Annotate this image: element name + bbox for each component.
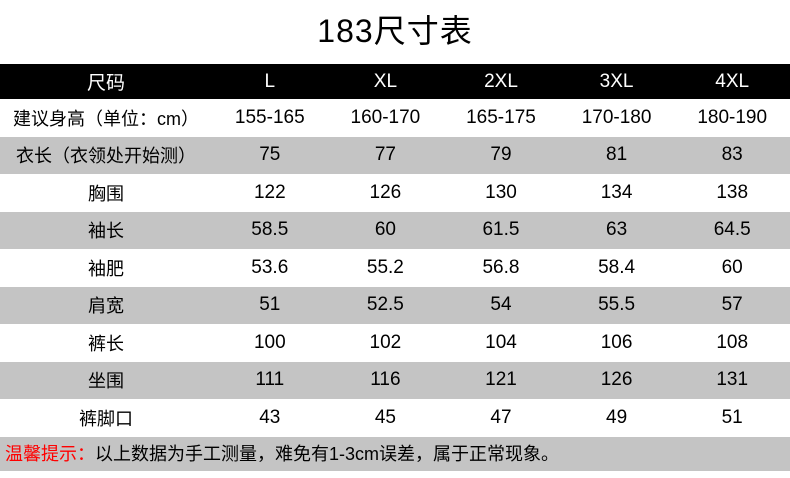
size-cell: 170-180 xyxy=(581,106,652,128)
size-cell: 122 xyxy=(253,181,286,203)
row-label: 胸围 xyxy=(88,183,124,204)
size-cell: 116 xyxy=(370,369,401,391)
size-cell: 81 xyxy=(606,144,628,166)
size-cell: 43 xyxy=(259,406,281,428)
size-cell: 45 xyxy=(374,406,396,428)
row-label: 袖肥 xyxy=(88,258,124,279)
size-table: 尺码 L XL 2XL 3XL 4XL 建议身高（单位：cm） 155-165 160-170… xyxy=(0,64,790,437)
notice-bar: 温馨提示：以上数据为手工测量，难免有1-3cm误差，属于正常现象。 xyxy=(0,436,790,471)
size-cell: 160-170 xyxy=(350,106,421,128)
size-cell: 56.8 xyxy=(482,256,520,278)
size-cell: 60 xyxy=(721,256,743,278)
size-cell: 165-175 xyxy=(466,106,536,128)
size-cell: 102 xyxy=(369,331,402,353)
size-cell: 83 xyxy=(721,144,743,166)
size-cell: 58.4 xyxy=(598,256,636,278)
size-cell: 134 xyxy=(600,181,633,203)
size-cell: 49 xyxy=(606,406,628,428)
size-cell: 55.2 xyxy=(366,256,404,278)
table-row: 裤脚口 43 45 47 49 51 xyxy=(0,399,790,437)
size-cell: 75 xyxy=(259,144,281,166)
size-cell: 138 xyxy=(716,181,749,203)
size-cell: 180-190 xyxy=(697,106,768,128)
header-row: 尺码 L XL 2XL 3XL 4XL xyxy=(0,64,790,99)
table-row: 肩宽 51 52.5 54 55.5 57 xyxy=(0,286,790,324)
size-cell: 104 xyxy=(485,331,517,353)
size-cell: 108 xyxy=(716,331,749,353)
size-cell: 131 xyxy=(716,369,749,391)
size-cell: 53.6 xyxy=(251,256,289,278)
size-cell: 57 xyxy=(721,294,743,316)
size-column-header: L xyxy=(212,64,328,99)
size-column-header: 4XL xyxy=(674,64,790,99)
size-cell: 52.5 xyxy=(366,294,404,316)
table-row: 衣长（衣领处开始测） 75 77 79 81 83 xyxy=(0,136,790,174)
size-cell: 77 xyxy=(374,144,396,166)
size-cell: 63 xyxy=(606,219,628,241)
size-table-body: 建议身高（单位：cm） 155-165 160-170 165-175 170-180 1… xyxy=(0,99,790,437)
table-row: 裤长 100 102 104 106 108 xyxy=(0,324,790,362)
row-label: 建议身高（单位：cm） xyxy=(13,108,199,129)
size-cell: 130 xyxy=(485,181,517,203)
size-column-header: 2XL xyxy=(443,64,559,99)
page-title: 183尺寸表 xyxy=(317,13,473,49)
size-cell: 155-165 xyxy=(234,106,305,128)
size-cell: 47 xyxy=(490,406,512,428)
size-cell: 60 xyxy=(374,219,396,241)
size-cell: 51 xyxy=(259,294,281,316)
table-row: 袖长 58.5 60 61.5 63 64.5 xyxy=(0,211,790,249)
size-cell: 100 xyxy=(253,331,286,353)
size-column-header: 3XL xyxy=(558,64,675,99)
size-cell: 121 xyxy=(485,369,517,391)
size-cell: 55.5 xyxy=(598,294,636,316)
size-cell: 51 xyxy=(721,406,743,428)
size-cell: 79 xyxy=(490,144,512,166)
row-label: 裤脚口 xyxy=(79,408,133,429)
label-column-header: 尺码 xyxy=(0,64,212,99)
size-cell: 126 xyxy=(600,369,633,391)
size-cell: 61.5 xyxy=(482,219,520,241)
size-cell: 111 xyxy=(255,369,285,391)
table-row: 胸围 122 126 130 134 138 xyxy=(0,174,790,212)
table-row: 建议身高（单位：cm） 155-165 160-170 165-175 170-180 1… xyxy=(0,99,790,137)
row-label: 裤长 xyxy=(88,333,124,354)
size-cell: 106 xyxy=(600,331,633,353)
row-label: 袖长 xyxy=(88,221,124,242)
size-cell: 64.5 xyxy=(713,219,751,241)
notice-prefix: 温馨提示： xyxy=(5,443,95,464)
table-row: 袖肥 53.6 55.2 56.8 58.4 60 xyxy=(0,249,790,287)
row-label: 肩宽 xyxy=(88,296,124,317)
row-label: 衣长（衣领处开始测） xyxy=(16,146,196,167)
row-label: 坐围 xyxy=(88,371,124,392)
size-cell: 54 xyxy=(490,294,512,316)
notice-text: 以上数据为手工测量，难免有1-3cm误差，属于正常现象。 xyxy=(95,443,560,464)
size-cell: 126 xyxy=(369,181,402,203)
size-column-header: XL xyxy=(327,64,444,99)
table-row: 坐围 111 116 121 126 131 xyxy=(0,361,790,399)
size-table-header: 尺码 L XL 2XL 3XL 4XL xyxy=(0,64,790,99)
size-cell: 58.5 xyxy=(251,219,289,241)
